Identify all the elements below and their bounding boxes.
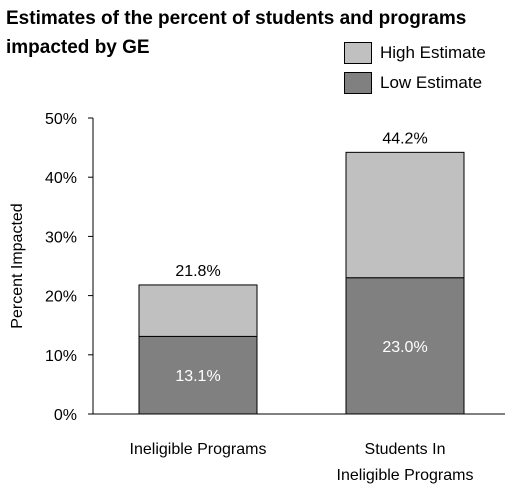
y-tick-label: 30% <box>45 229 77 246</box>
x-category-label: Students In <box>365 441 446 458</box>
legend-swatch-low <box>344 72 372 94</box>
y-tick-label: 50% <box>45 111 77 128</box>
data-label-high: 44.2% <box>382 130 427 147</box>
chart-title: Estimates of the percent of students and… <box>6 4 506 62</box>
data-label-high: 21.8% <box>175 263 220 280</box>
data-label-low: 13.1% <box>175 368 220 385</box>
chart-title-line-2: impacted by GE <box>6 37 150 58</box>
legend-item-high: High Estimate <box>344 38 486 68</box>
bar-high-estimate <box>345 151 465 279</box>
plot-area: 0% 10% 20% 30% 40% 50% Percent Impacted 21.8% 13… <box>9 111 505 484</box>
y-tick-label: 0% <box>54 407 77 424</box>
bar-high-estimate <box>138 284 258 337</box>
legend-swatch-high <box>344 42 372 64</box>
y-tick-label: 20% <box>45 289 77 306</box>
bar-low-estimate <box>345 277 465 415</box>
y-axis-title: Percent Impacted <box>9 203 26 328</box>
legend-label-low: Low Estimate <box>380 73 483 92</box>
x-category-label: Ineligible Programs <box>130 441 267 458</box>
bar-low-estimate <box>138 335 258 415</box>
chart-title-line-1: Estimates of the percent of students and… <box>6 8 467 29</box>
y-tick-label: 10% <box>45 348 77 365</box>
data-label-low: 23.0% <box>382 339 427 356</box>
legend-label-high: High Estimate <box>380 43 486 62</box>
y-tick-label: 40% <box>45 170 77 187</box>
chart-legend: High Estimate Low Estimate <box>344 38 486 98</box>
legend-item-low: Low Estimate <box>344 68 486 98</box>
x-category-label: Ineligible Programs <box>337 467 474 484</box>
